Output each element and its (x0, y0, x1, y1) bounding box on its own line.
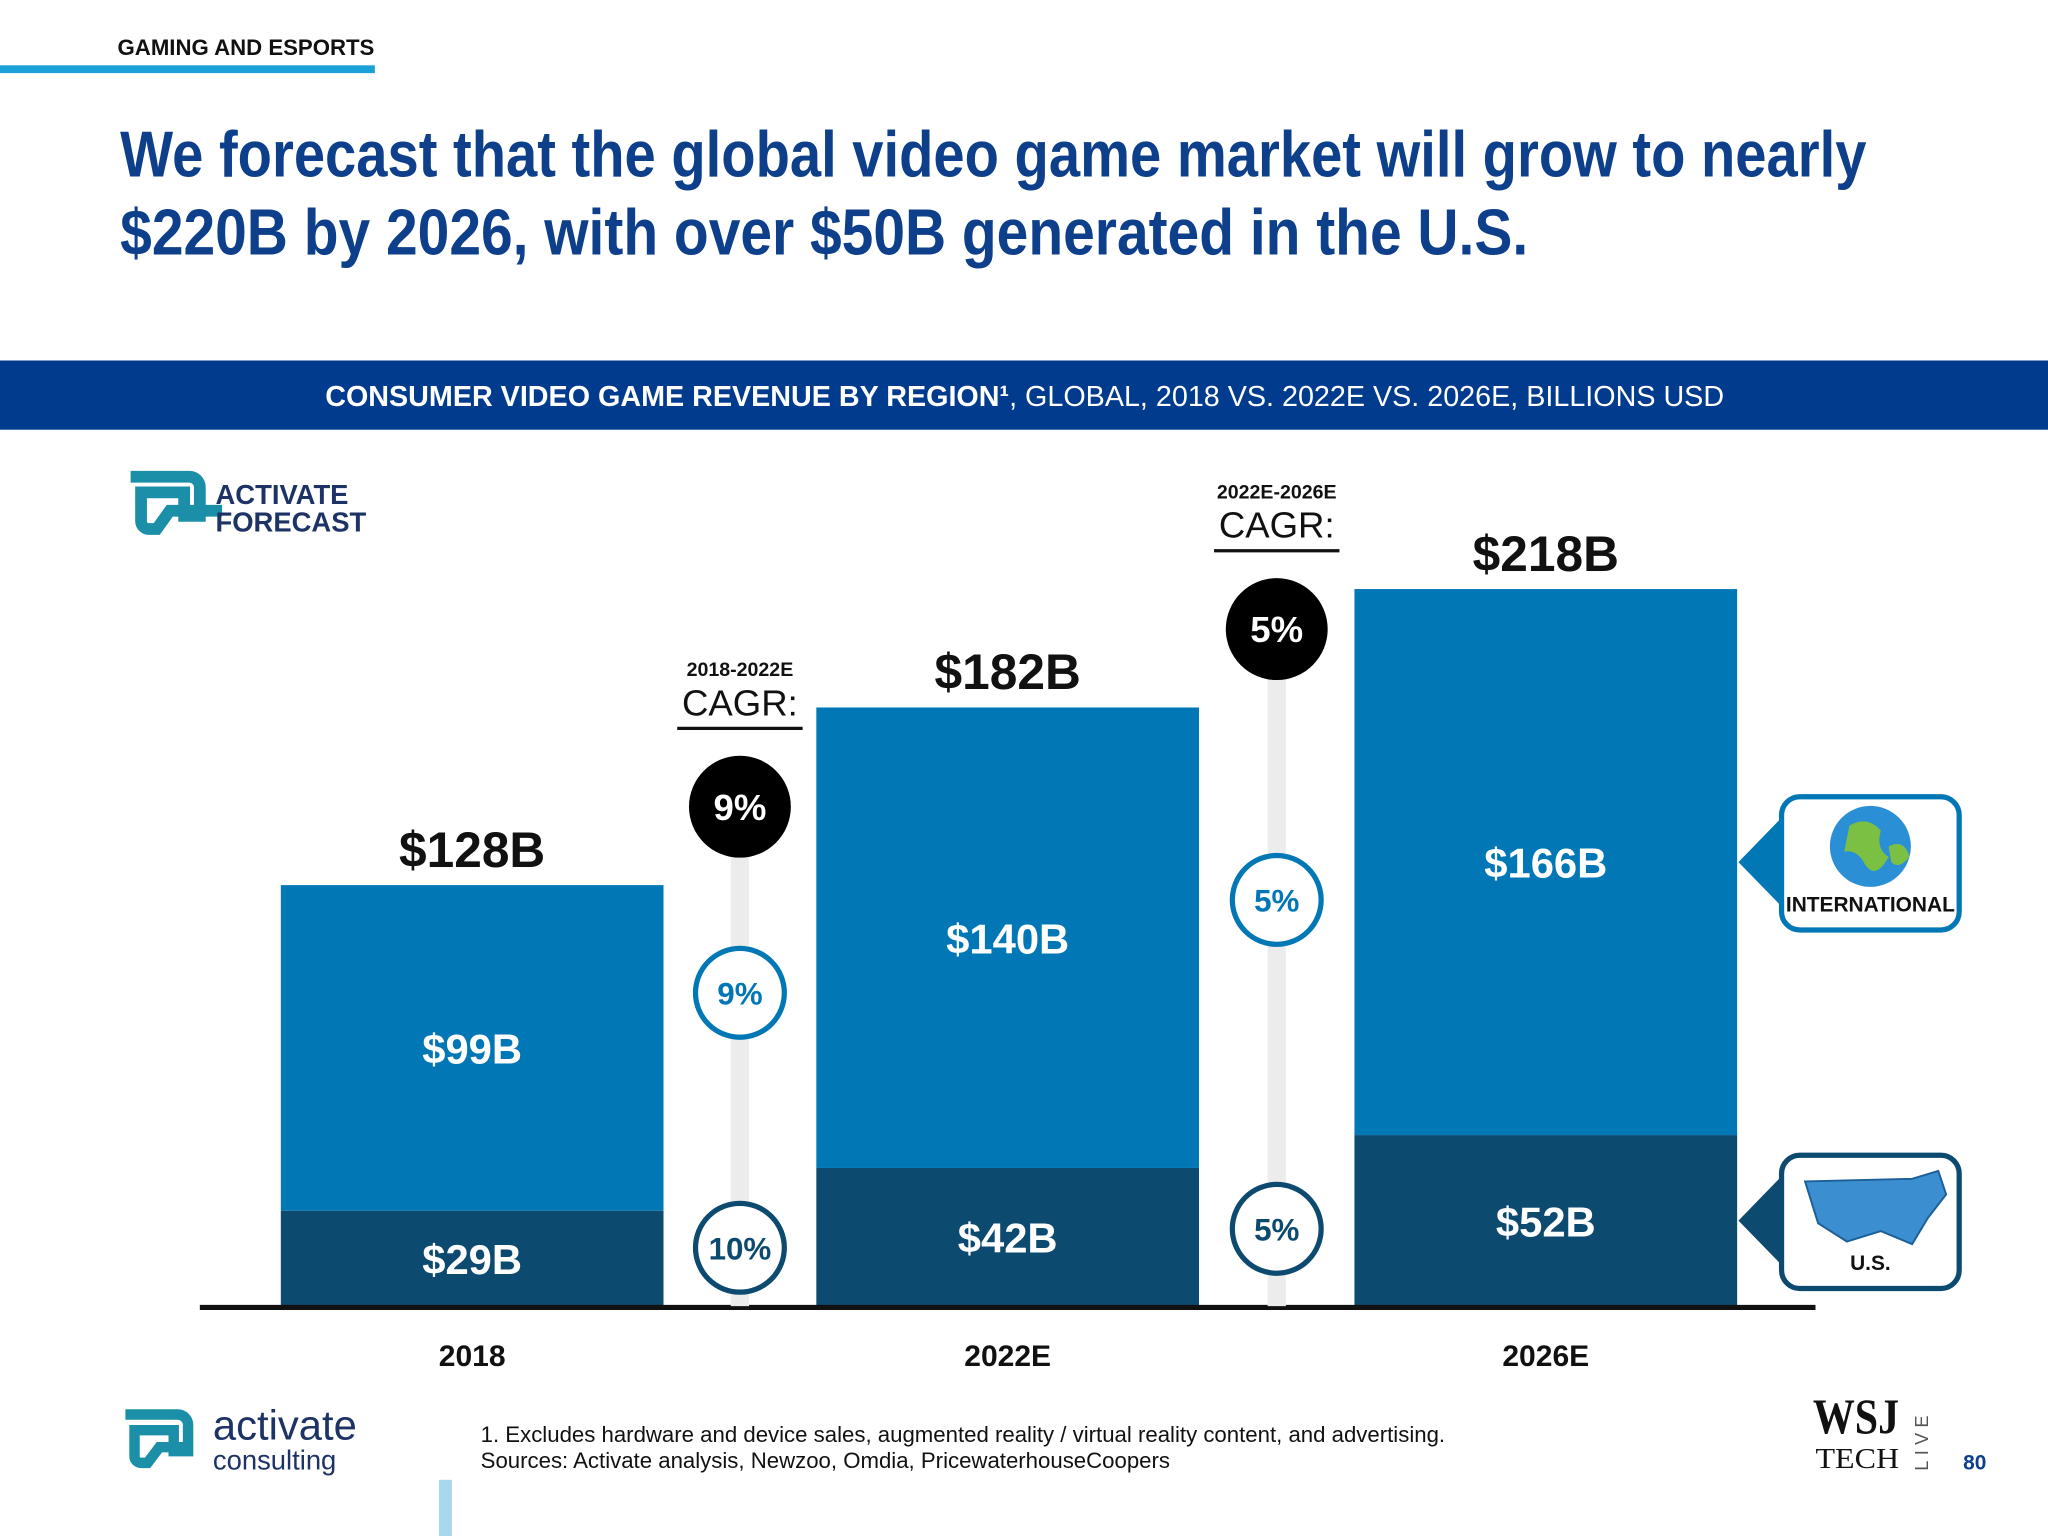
banner-text: CONSUMER VIDEO GAME REVENUE BY REGION¹, … (325, 381, 1724, 413)
segment-label: $52B (1496, 1198, 1596, 1245)
section-underline (0, 65, 375, 74)
cagr-total-circle (1225, 578, 1328, 681)
legend-pointer (1738, 1173, 1785, 1268)
total-label: $182B (935, 644, 1081, 700)
legend-pointer (1738, 815, 1785, 910)
cagr-period: 2022E-2026E (1217, 481, 1337, 503)
total-label: $128B (399, 822, 545, 878)
legend-label: INTERNATIONAL (1786, 894, 1955, 917)
cagr-period: 2018-2022E (687, 659, 794, 681)
cagr-series-circle (692, 1200, 787, 1295)
cagr-track (1267, 629, 1286, 1307)
banner-bold: CONSUMER VIDEO GAME REVENUE BY REGION¹ (325, 381, 1009, 413)
us-map-icon (1803, 1169, 1948, 1246)
badge-text: FORECAST (216, 507, 367, 538)
section-label: GAMING AND ESPORTS (118, 35, 375, 60)
legend-label: U.S. (1850, 1252, 1891, 1275)
cagr-track (730, 806, 750, 1307)
cagr-series-label: 5% (1254, 1213, 1299, 1248)
cagr-series-label: 9% (717, 977, 762, 1012)
total-label: $218B (1473, 526, 1619, 582)
cagr-series-circle (1229, 852, 1324, 947)
cagr-series-label: 5% (1254, 884, 1299, 919)
bar-segment (1354, 589, 1738, 1136)
category-label: 2026E (1502, 1340, 1589, 1373)
badge-icon (130, 470, 223, 535)
cagr-series-circle (692, 945, 787, 1040)
accent-bar (438, 1479, 452, 1536)
segment-label: $166B (1484, 840, 1607, 887)
bar-segment (816, 707, 1200, 1168)
headline-line: We forecast that the global video game m… (120, 117, 1866, 190)
segment-label: $42B (958, 1215, 1058, 1262)
banner-rest: , GLOBAL, 2018 VS. 2022E VS. 2026E, BILL… (1009, 381, 1724, 413)
cagr-total-label: 5% (1250, 609, 1303, 650)
headline-line: $220B by 2026, with over $50B generated … (120, 196, 1528, 269)
cagr-total-label: 9% (713, 787, 766, 828)
partner-logo: WSJ (1813, 1389, 1899, 1444)
cagr-series-circle (1229, 1181, 1324, 1276)
segment-label: $29B (422, 1236, 522, 1283)
footnote: 1. Excludes hardware and device sales, a… (481, 1422, 1445, 1447)
category-label: 2018 (439, 1340, 506, 1373)
bar-segment (816, 1167, 1200, 1307)
bar-segment (1354, 1135, 1738, 1307)
footer: activate consulting 1. Excludes hardware… (125, 1389, 1986, 1536)
bar-segment (280, 885, 664, 1211)
brand-icon (125, 1409, 194, 1469)
badge-text: ACTIVATE (216, 479, 349, 510)
category-label: 2022E (964, 1340, 1051, 1373)
brand-sub: consulting (213, 1444, 336, 1475)
chart: $29B $99B $128B 2018 $42B $140B $182B 2022E $52B… (199, 481, 1962, 1373)
cagr-heading: CAGR: (1219, 505, 1335, 546)
bar-segment (280, 1210, 664, 1307)
brand-name: activate (213, 1401, 357, 1448)
segment-label: $140B (946, 915, 1069, 962)
cagr-series-label: 10% (709, 1231, 772, 1266)
sources: Sources: Activate analysis, Newzoo, Omdi… (481, 1448, 1170, 1473)
partner-sub: TECH (1816, 1443, 1900, 1475)
banner (0, 360, 2048, 430)
globe-land (1844, 821, 1910, 871)
segment-label: $99B (422, 1026, 522, 1073)
forecast-badge: ACTIVATE FORECAST (130, 470, 367, 538)
partner-vertical: LIVE (1911, 1410, 1932, 1471)
cagr-heading: CAGR: (682, 682, 798, 723)
cagr-total-circle (688, 755, 791, 858)
page-number: 80 (1963, 1451, 1986, 1474)
